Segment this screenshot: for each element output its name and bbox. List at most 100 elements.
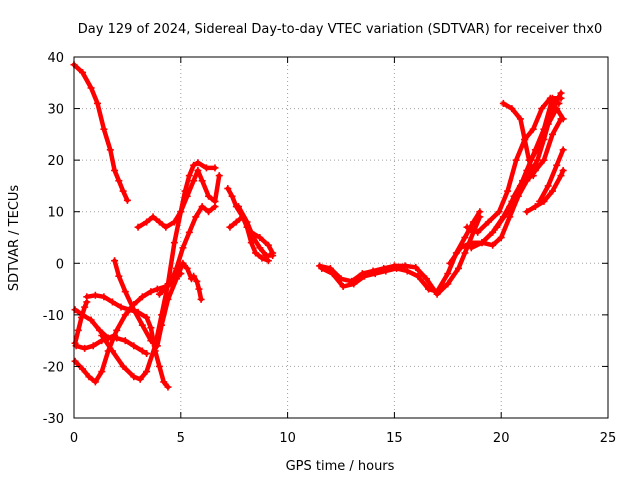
- data-point: [422, 275, 430, 283]
- data-point: [559, 115, 567, 123]
- x-tick-label: 0: [70, 431, 78, 446]
- data-point: [185, 172, 193, 180]
- x-tick-label: 10: [279, 431, 296, 446]
- data-point: [143, 350, 151, 358]
- y-tick-label: 0: [56, 257, 64, 272]
- data-point: [190, 161, 198, 169]
- data-point: [158, 311, 166, 319]
- data-point: [403, 267, 411, 275]
- data-point: [108, 298, 116, 306]
- data-point: [147, 337, 155, 345]
- data-point: [489, 228, 497, 236]
- data-point: [194, 166, 202, 174]
- data-point: [226, 223, 234, 231]
- plot-area: [70, 61, 567, 391]
- data-point: [183, 192, 191, 200]
- data-point: [504, 208, 512, 216]
- data-point: [412, 263, 420, 271]
- data-point: [153, 285, 161, 293]
- data-point: [138, 293, 146, 301]
- series-line: [227, 214, 271, 263]
- data-point: [446, 259, 454, 267]
- data-point: [489, 241, 497, 249]
- data-point: [497, 234, 505, 241]
- data-point: [516, 115, 524, 123]
- data-point: [100, 293, 108, 301]
- y-tick-label: -30: [43, 412, 64, 427]
- data-point: [179, 244, 187, 252]
- data-point: [164, 383, 172, 391]
- x-axis-label: GPS time / hours: [286, 459, 395, 474]
- data-point: [198, 177, 206, 185]
- x-tick-label: 15: [386, 431, 403, 446]
- data-point: [98, 368, 106, 376]
- data-point: [557, 172, 565, 180]
- data-point: [318, 264, 326, 272]
- data-point: [87, 84, 95, 92]
- data-point: [553, 161, 561, 169]
- data-point: [234, 203, 242, 211]
- data-point: [179, 259, 187, 267]
- series-trace-15: [247, 228, 277, 257]
- y-tick-label: 40: [47, 51, 64, 66]
- data-point: [506, 203, 514, 211]
- data-point: [540, 125, 548, 133]
- data-point: [115, 272, 123, 280]
- series-trace-24: [523, 166, 567, 216]
- grid-lines: [74, 57, 608, 418]
- series-trace-9: [134, 166, 223, 231]
- data-point: [495, 208, 503, 216]
- series-line: [71, 62, 130, 203]
- data-point: [454, 264, 462, 272]
- data-point: [531, 203, 539, 211]
- y-axis-label: SDTVAR / TECUs: [7, 185, 22, 292]
- data-point: [123, 196, 131, 204]
- data-point: [177, 208, 185, 216]
- data-point: [538, 105, 546, 113]
- data-point: [71, 306, 79, 314]
- data-point: [360, 272, 368, 280]
- data-point: [247, 239, 255, 247]
- data-point: [553, 105, 561, 113]
- data-point: [134, 223, 142, 231]
- data-point: [264, 257, 272, 265]
- data-point: [243, 218, 251, 226]
- data-point: [529, 125, 537, 133]
- data-point: [252, 249, 260, 257]
- data-point: [211, 203, 219, 211]
- data-point: [121, 337, 129, 345]
- data-point: [151, 342, 159, 350]
- data-point: [425, 285, 433, 293]
- data-point: [113, 326, 121, 334]
- data-point: [91, 378, 99, 386]
- data-point: [155, 362, 163, 370]
- data-point: [371, 270, 379, 278]
- data-point: [79, 68, 87, 76]
- data-point: [205, 192, 213, 200]
- series-trace-11: [190, 272, 205, 303]
- data-point: [193, 277, 201, 285]
- data-point: [548, 130, 556, 138]
- series-trace-5: [72, 331, 119, 352]
- data-point: [119, 187, 127, 195]
- data-point: [247, 228, 255, 236]
- data-point: [202, 164, 210, 172]
- data-point: [130, 373, 138, 381]
- data-point: [155, 218, 163, 226]
- data-point: [194, 159, 202, 167]
- data-point: [91, 291, 99, 299]
- series-trace-1: [70, 61, 131, 204]
- data-point: [198, 203, 206, 211]
- data-point: [205, 208, 213, 216]
- data-point: [529, 172, 537, 180]
- data-point: [548, 94, 556, 102]
- data-point: [521, 136, 529, 144]
- data-point: [111, 166, 119, 174]
- data-point: [262, 252, 270, 260]
- data-point: [350, 280, 358, 288]
- data-point: [559, 146, 567, 154]
- data-point: [523, 208, 531, 216]
- data-point: [559, 166, 567, 174]
- data-point: [499, 99, 507, 107]
